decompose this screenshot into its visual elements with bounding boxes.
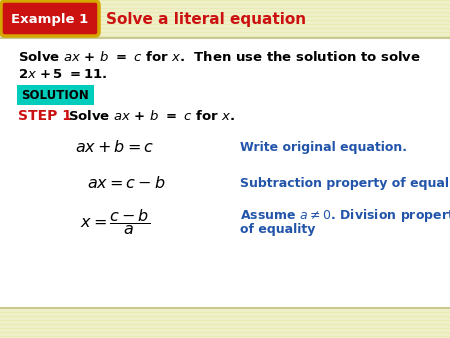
Text: Assume $a \neq 0$. Division property: Assume $a \neq 0$. Division property	[240, 207, 450, 223]
Text: STEP 1: STEP 1	[18, 109, 72, 123]
Text: of equality: of equality	[240, 223, 315, 237]
Text: Solve a literal equation: Solve a literal equation	[106, 12, 306, 27]
Text: Write original equation.: Write original equation.	[240, 142, 407, 154]
Text: $ax = c - b$: $ax = c - b$	[87, 174, 166, 192]
Text: Example 1: Example 1	[11, 13, 89, 26]
Text: $x = \dfrac{c - b}{a}$: $x = \dfrac{c - b}{a}$	[80, 207, 150, 237]
Text: $\mathbf{2\mathit{x}}$ $\mathbf{+\,5}$ $\mathbf{= 11}$.: $\mathbf{2\mathit{x}}$ $\mathbf{+\,5}$ $…	[18, 68, 107, 80]
Text: Solve $\mathbf{\mathit{ax}}$ $\mathbf{+}$ $\mathbf{\mathit{b}}$ $\mathbf{=}$ $\m: Solve $\mathbf{\mathit{ax}}$ $\mathbf{+}…	[18, 50, 421, 64]
Text: SOLUTION: SOLUTION	[21, 89, 89, 102]
Text: Subtraction property of equality: Subtraction property of equality	[240, 176, 450, 190]
FancyBboxPatch shape	[17, 85, 94, 105]
FancyBboxPatch shape	[1, 1, 99, 36]
Text: Solve $\mathbf{\mathit{ax}}$ $\mathbf{+}$ $\mathbf{\mathit{b}}$ $\mathbf{=}$ $\m: Solve $\mathbf{\mathit{ax}}$ $\mathbf{+}…	[68, 109, 235, 123]
Text: $ax + b = c$: $ax + b = c$	[75, 140, 154, 156]
